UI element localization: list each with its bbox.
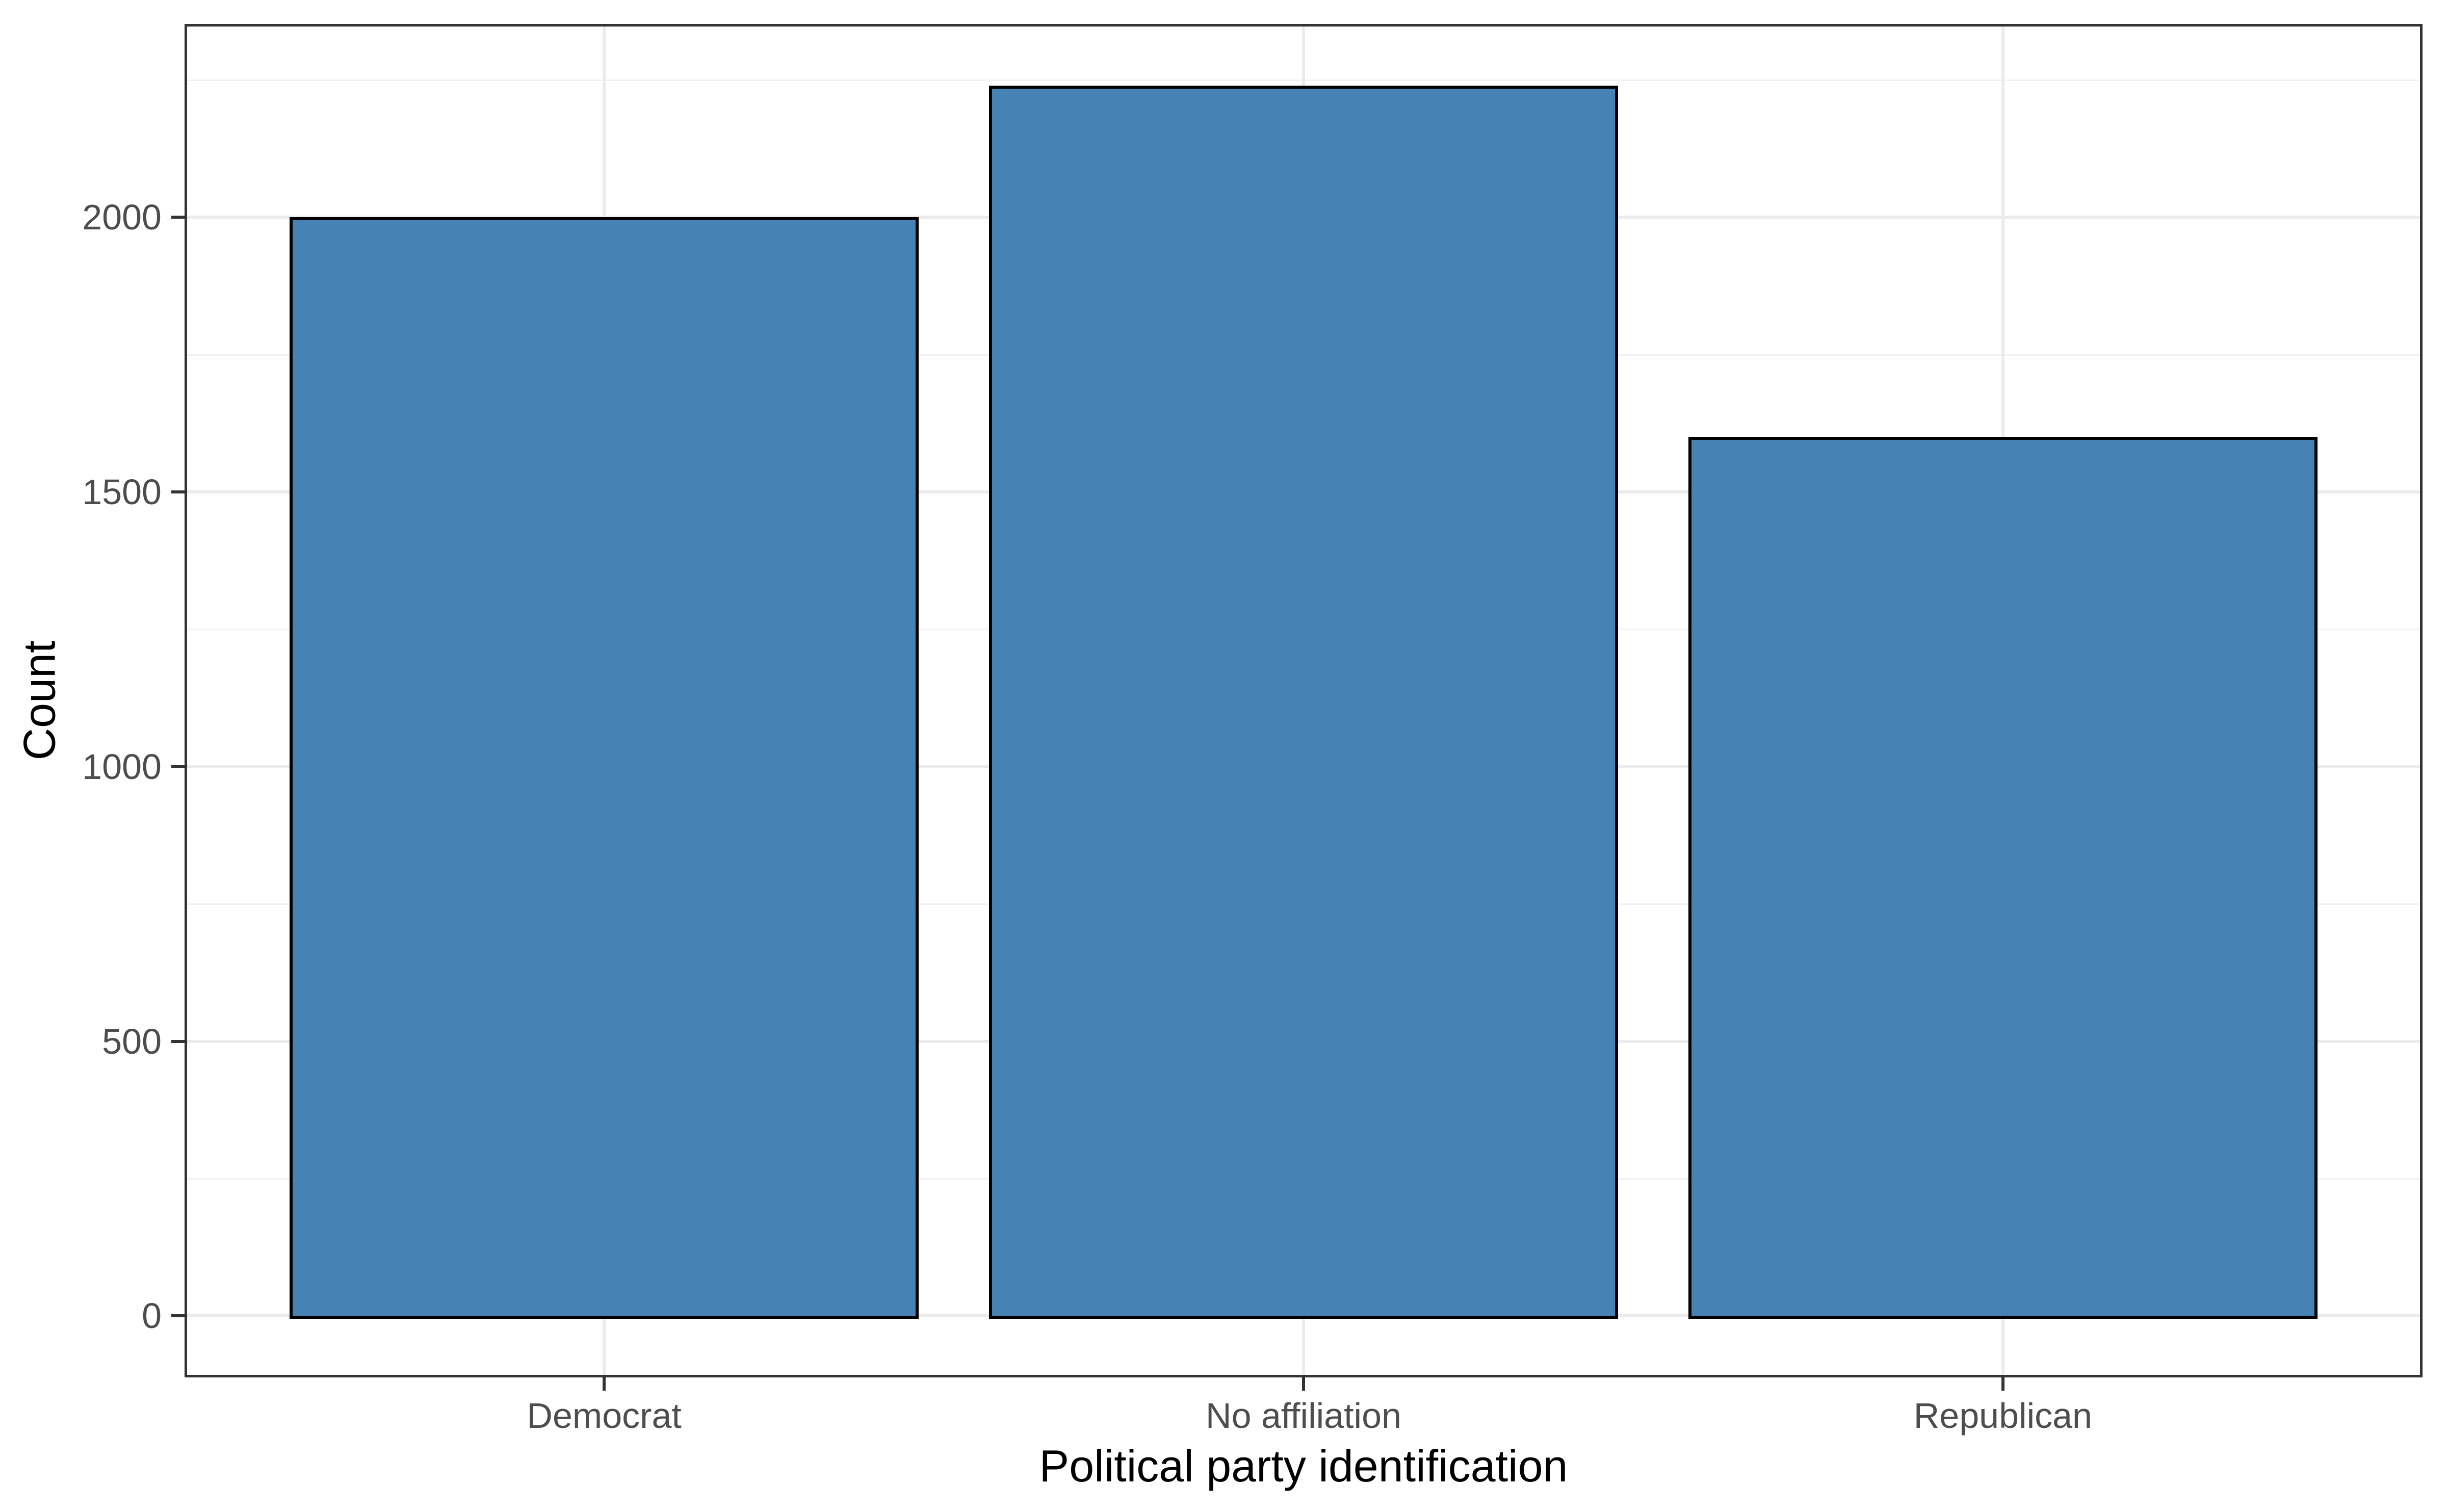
y-axis-tick-marks [171,24,185,1377]
y-tick-mark-1500 [171,490,185,494]
x-axis-tick-labels: Democrat No affiliation Republican [185,1395,2423,1441]
y-axis-tick-label-2000: 2000 [82,197,162,238]
x-axis-tick-marks [185,1377,2423,1391]
x-tick-mark-republican [2001,1377,2005,1391]
y-axis-tick-label-0: 0 [142,1296,162,1336]
y-axis-tick-label-500: 500 [102,1021,162,1061]
x-tick-mark-no-affiliation [1302,1377,1305,1391]
y-tick-mark-500 [171,1039,185,1043]
x-tick-mark-democrat [603,1377,606,1391]
x-axis-tick-label-democrat: Democrat [527,1396,682,1436]
bar-democrat [289,217,919,1319]
x-axis-title: Political party identification [1039,1441,1568,1491]
plot-panel [185,24,2423,1377]
y-tick-mark-0 [171,1314,185,1318]
x-axis-tick-label-republican: Republican [1913,1396,2092,1436]
y-tick-mark-2000 [171,216,185,219]
x-axis-tick-label-no-affiliation: No affiliation [1206,1396,1401,1436]
bar-no-affiliation [988,85,1619,1319]
y-tick-mark-1000 [171,765,185,768]
y-axis-tick-label-1500: 1500 [82,472,162,512]
y-axis-tick-label-1000: 1000 [82,746,162,787]
y-axis-title: Count [14,640,65,761]
bar-republican [1688,437,2318,1319]
y-axis-tick-labels: 0 500 1000 1500 2000 [0,24,162,1377]
